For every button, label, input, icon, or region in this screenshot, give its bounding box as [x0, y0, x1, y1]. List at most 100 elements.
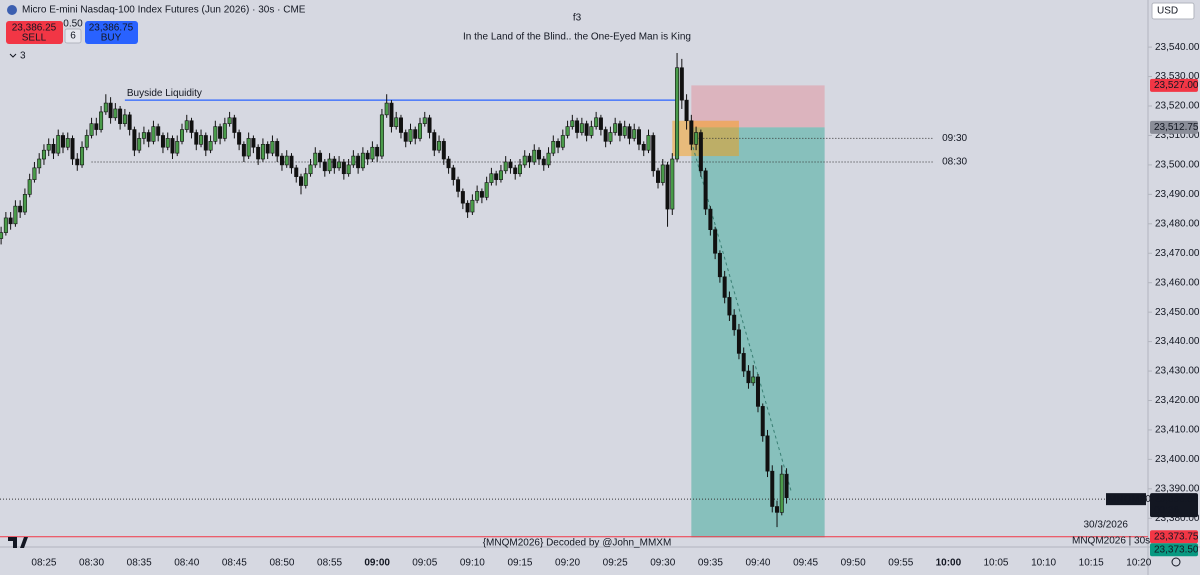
candle-body: [546, 152, 551, 166]
candle-body: [760, 406, 765, 437]
candle-body: [351, 155, 356, 166]
candle-body: [360, 152, 365, 169]
candle-body: [675, 67, 680, 160]
candle-body: [232, 117, 237, 133]
settings-icon[interactable]: [1171, 557, 1181, 567]
candle-body: [146, 132, 151, 142]
y-tick-label: 23,450.00: [1155, 307, 1200, 318]
candle-body: [594, 117, 599, 127]
y-tick-label: 23,430.00: [1155, 366, 1200, 377]
candle-body: [175, 141, 180, 154]
candle-body: [56, 135, 61, 154]
price-tag: [1150, 120, 1198, 134]
last-price-label: 23,386.50: [1154, 494, 1199, 505]
candle-body: [37, 158, 42, 169]
candle-body: [279, 155, 284, 166]
candle-body: [732, 314, 737, 331]
y-tick-label: 23,470.00: [1155, 248, 1200, 259]
candle-body: [241, 143, 246, 157]
last-price-tag: [1150, 493, 1198, 518]
candle-body: [451, 167, 456, 180]
buy-button[interactable]: [85, 21, 138, 44]
x-tick-label: 09:55: [888, 558, 913, 569]
candle-body: [403, 132, 408, 142]
candle-body: [379, 114, 384, 157]
candle-body: [698, 132, 703, 172]
candle-body: [318, 152, 323, 163]
chart-subtitle: In the Land of the Blind.. the One-Eyed …: [463, 32, 691, 43]
tv-logo-mark: [8, 537, 28, 548]
collapse-icon[interactable]: [9, 53, 17, 58]
candle-body: [727, 297, 732, 316]
x-tick-label: 08:25: [31, 558, 56, 569]
candle-body: [437, 141, 442, 151]
candle-body: [722, 276, 727, 298]
candle-body: [170, 138, 175, 154]
session-label: 08:30: [942, 157, 967, 168]
x-tick-label: 10:15: [1079, 558, 1104, 569]
price-tag-label: 23,373.75: [1154, 531, 1199, 542]
candle-body: [189, 120, 194, 133]
x-tick-label: 08:30: [79, 558, 104, 569]
candle-body: [398, 117, 403, 133]
candle-body: [660, 164, 665, 183]
candle-body: [13, 205, 18, 225]
candle-body: [570, 120, 575, 127]
candle-body: [65, 138, 70, 148]
candle-body: [113, 108, 118, 119]
y-tick-label: 23,520.00: [1155, 101, 1200, 112]
candle-body: [341, 161, 346, 175]
candle-body: [665, 164, 670, 210]
x-tick-label: 09:00: [364, 558, 390, 569]
sell-button[interactable]: [6, 21, 63, 44]
candle-body: [489, 173, 494, 183]
candle-body: [522, 155, 527, 166]
candle-body: [218, 126, 223, 139]
candle-body: [394, 117, 399, 127]
candle-body: [784, 473, 789, 498]
candle-body: [708, 208, 713, 230]
candle-body: [636, 129, 641, 145]
candle-body: [275, 141, 280, 157]
candle-body: [532, 149, 537, 163]
x-tick-label: 09:45: [793, 558, 818, 569]
candle-body: [89, 123, 94, 136]
candle-body: [432, 132, 437, 151]
candle-body: [46, 143, 51, 151]
candle-body: [199, 135, 204, 145]
currency-box[interactable]: [1151, 2, 1195, 20]
candle-body: [632, 129, 637, 139]
candle-body: [751, 376, 756, 384]
quantity-box[interactable]: [64, 28, 82, 44]
spread: 0.50: [63, 19, 83, 30]
candle-body: [565, 126, 570, 136]
candle-body: [132, 129, 137, 151]
candle-body: [694, 132, 699, 145]
candle-body: [151, 126, 156, 142]
candle-body: [84, 135, 89, 148]
y-tick-label: 23,530.00: [1155, 71, 1200, 82]
chart-title: f3: [573, 13, 582, 24]
candle-body: [613, 123, 618, 133]
candle-body: [684, 99, 689, 122]
candle-body: [108, 102, 113, 119]
candle-body: [622, 126, 627, 136]
x-tick-label: 08:40: [174, 558, 199, 569]
candle-body: [765, 435, 770, 472]
candle-body: [99, 111, 104, 130]
x-tick-label: 10:00: [936, 558, 962, 569]
candle-body: [294, 167, 299, 177]
candle-body: [303, 173, 308, 186]
candle-body: [313, 152, 318, 166]
candle-body: [608, 132, 613, 142]
candle-body: [460, 191, 465, 204]
price-tag-label: 23,373.50: [1154, 544, 1199, 555]
candle-body: [679, 67, 684, 101]
price-tag-label: 23,512.75: [1154, 122, 1199, 133]
candle-body: [194, 132, 199, 145]
candle-body: [736, 329, 741, 354]
candle-body: [413, 129, 418, 139]
y-tick-label: 23,410.00: [1155, 425, 1200, 436]
candle-body: [370, 146, 375, 160]
candle-body: [646, 135, 651, 151]
